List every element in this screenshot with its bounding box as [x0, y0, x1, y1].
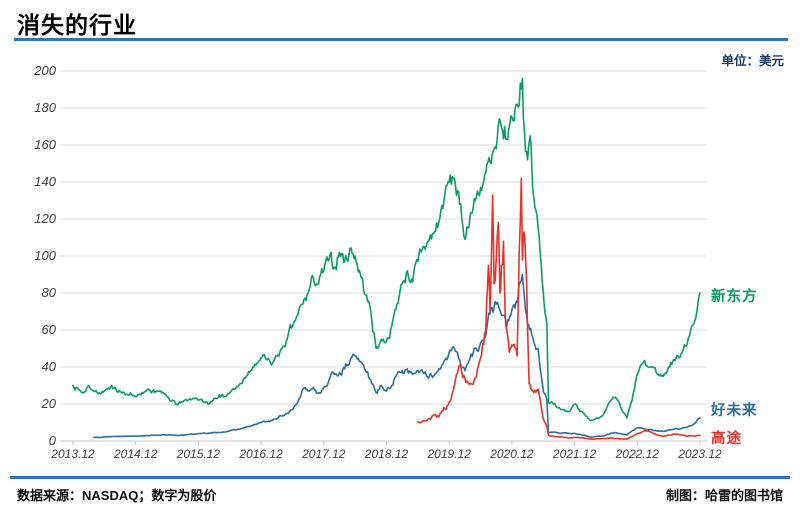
y-axis-label-60: 60 [41, 322, 56, 337]
y-axis-label-0: 0 [48, 433, 56, 448]
series-label-xindongfang: 新东方 [711, 289, 758, 305]
series-label-gaotu: 高途 [711, 431, 742, 447]
y-axis-label-40: 40 [41, 359, 56, 374]
line-series-高途 [417, 177, 701, 440]
x-axis-label-2016.12: 2016.12 [239, 447, 283, 461]
x-axis-label-2023.12: 2023.12 [678, 447, 722, 461]
x-axis-label-2022.12: 2022.12 [615, 447, 659, 461]
series-label-haoweilai: 好未来 [711, 403, 758, 419]
x-axis-label-2013.12: 2013.12 [51, 447, 95, 461]
x-axis-label-2021.12: 2021.12 [552, 447, 597, 461]
x-axis-label-2014.12: 2014.12 [113, 447, 158, 461]
page-title: 消失的行业 [17, 12, 137, 38]
y-axis-label-180: 180 [34, 100, 56, 115]
x-axis-label-2020.12: 2020.12 [490, 447, 534, 461]
title-rule [14, 38, 788, 41]
y-axis-label-80: 80 [41, 285, 56, 300]
x-axis-label-2017.12: 2017.12 [302, 447, 346, 461]
x-axis-label-2019.12: 2019.12 [427, 447, 471, 461]
x-axis-label-2018.12: 2018.12 [364, 447, 409, 461]
y-axis-label-20: 20 [41, 396, 56, 411]
y-axis-label-200: 200 [34, 63, 56, 78]
footer-rule [10, 476, 790, 479]
y-axis-label-140: 140 [34, 174, 56, 189]
unit-label: 单位：美元 [721, 54, 784, 68]
data-source-note: 数据来源：NASDAQ；数字为股价 [17, 488, 217, 503]
y-axis-label-100: 100 [34, 248, 56, 263]
y-axis-label-160: 160 [34, 137, 56, 152]
x-axis-label-2015.12: 2015.12 [176, 447, 221, 461]
credit-note: 制图：哈雷的图书馆 [665, 488, 783, 503]
y-axis-label-120: 120 [34, 211, 56, 226]
line-series-好未来 [93, 273, 701, 439]
line-series-新东方 [72, 77, 701, 422]
